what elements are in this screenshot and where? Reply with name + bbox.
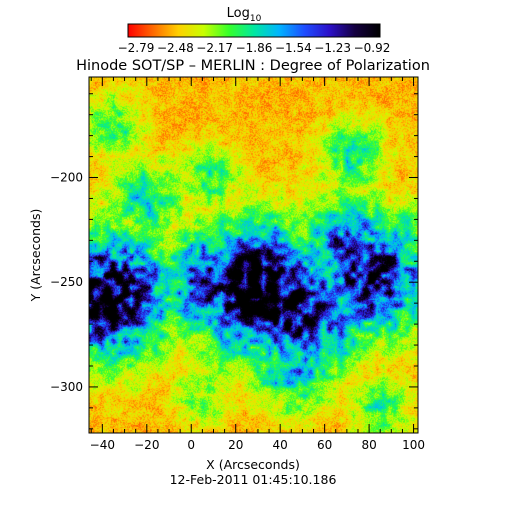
colorbar-tick-labels: −2.79 −2.48 −2.17 −1.86 −1.54 −1.23 −0.92 — [118, 41, 391, 55]
colorbar-tick-label: −1.54 — [275, 41, 312, 55]
y-axis-label: Y (Arcseconds) — [28, 209, 43, 303]
colorbar-title: Log10 — [227, 6, 262, 24]
plot-area — [88, 76, 419, 434]
colorbar-tick-label: −1.86 — [236, 41, 273, 55]
x-tick-label: 80 — [361, 438, 376, 452]
chart-title: Hinode SOT/SP – MERLIN : Degree of Polar… — [76, 58, 430, 74]
x-tick-label: −20 — [134, 438, 159, 452]
colorbar — [127, 23, 381, 38]
colorbar-title-main: Log — [227, 6, 250, 21]
y-tick-label: −250 — [50, 275, 83, 289]
x-tick-label: 40 — [273, 438, 288, 452]
colorbar-tick-label: −2.48 — [157, 41, 194, 55]
x-tick-label: −40 — [90, 438, 115, 452]
plot-frame — [88, 76, 419, 434]
heatmap-container — [89, 77, 418, 433]
y-tick-label: −200 — [50, 171, 83, 185]
x-tick-label: 20 — [228, 438, 243, 452]
colorbar-tick-label: −1.23 — [314, 41, 351, 55]
colorbar-title-sub: 10 — [250, 14, 262, 24]
x-tick-label: 0 — [187, 438, 195, 452]
x-axis-label: X (Arcseconds) — [206, 457, 300, 472]
y-tick-label: −300 — [50, 380, 83, 394]
colorbar-tick-label: −0.92 — [354, 41, 391, 55]
colorbar-tick-label: −2.17 — [196, 41, 233, 55]
timestamp: 12-Feb-2011 01:45:10.186 — [170, 472, 337, 487]
x-tick-label: 60 — [317, 438, 332, 452]
axes: −40 −20 0 20 40 60 80 100−200−250−300 — [50, 77, 425, 452]
heatmap-image — [89, 77, 418, 433]
colorbar-tick-label: −2.79 — [118, 41, 155, 55]
x-tick-label: 100 — [402, 438, 425, 452]
